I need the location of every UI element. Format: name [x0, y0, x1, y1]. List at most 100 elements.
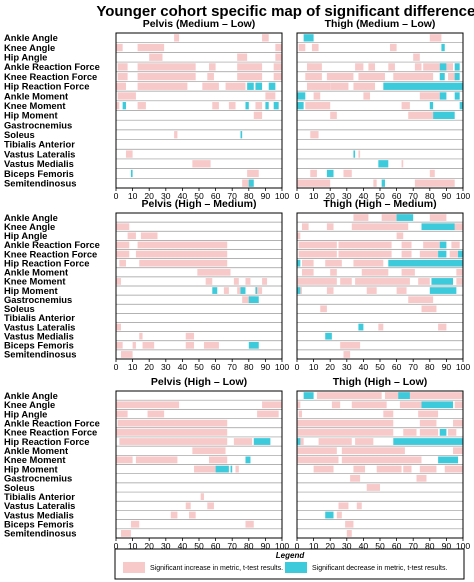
decrease-segment-hip-reaction-force [297, 259, 301, 267]
x-tick-label: 20 [325, 191, 335, 201]
increase-segment-ankle-reaction-force [237, 63, 263, 71]
increase-segment-hip-angle [147, 410, 165, 418]
x-tick-label: 0 [114, 191, 119, 201]
decrease-segment-hip-moment [297, 287, 301, 294]
increase-segment-ankle-moment [301, 268, 314, 276]
legend: Legend Significant increase in metric, t… [114, 548, 465, 580]
x-tick-label: 50 [194, 362, 204, 372]
increase-segment-knee-reaction-force [116, 250, 130, 258]
increase-segment-hip-angle [298, 410, 302, 418]
row-label-knee-angle: Knee Angle [4, 42, 55, 53]
increase-segment-ankle-reaction-force [338, 241, 392, 249]
increase-segment-ankle-reaction-force [137, 63, 196, 71]
increase-segment-biceps-femoris [429, 169, 435, 178]
increase-segment-gastrocnemius [350, 474, 361, 482]
x-tick-label: 50 [375, 541, 385, 551]
increase-segment-hip-angle [149, 53, 163, 61]
increase-segment-ankle-reaction-force [368, 63, 376, 71]
increase-segment-ankle-moment [401, 268, 415, 276]
increase-segment-knee-moment [456, 278, 463, 285]
increase-segment-ankle-moment [313, 92, 321, 100]
increase-segment-hip-reaction-force [139, 259, 228, 267]
increase-segment-knee-moment [137, 102, 146, 110]
decrease-segment-hip-moment [215, 465, 229, 473]
row-label-hip-angle: Hip Angle [4, 52, 47, 63]
increase-segment-hip-moment [330, 111, 337, 119]
panel-thigh-high-low: Thigh (High – Low) [296, 376, 464, 539]
x-axis-pelvis-high-medium: 0 10 20 30 40 50 60 70 80 90 100 [114, 359, 289, 372]
panel-title: Pelvis (High – Medium) [142, 198, 257, 210]
increase-segment-hip-reaction-force [137, 82, 188, 90]
increase-segment-hip-moment [235, 465, 239, 473]
increase-segment-hip-moment [313, 465, 334, 473]
increase-segment-knee-reaction-force [448, 72, 457, 81]
decrease-segment-hip-reaction-force [393, 438, 463, 445]
increase-segment-ankle-reaction-force [451, 241, 460, 249]
decrease-segment-hip-moment [240, 287, 246, 294]
decrease-segment-semitendinosus [381, 179, 385, 187]
increase-segment-vastus-lateralis [356, 502, 362, 510]
increase-segment-knee-angle [311, 43, 319, 52]
increase-segment-hip-moment [419, 465, 437, 473]
panel-pelvis-high-medium: Pelvis (High – Medium) [115, 198, 283, 360]
increase-segment-hip-moment [326, 287, 334, 294]
x-tick-label: 70 [408, 541, 418, 551]
panel-title: Pelvis (High – Low) [151, 376, 247, 388]
row-label-knee-reaction-force: Knee Reaction Force [4, 248, 97, 259]
increase-segment-knee-reaction-force [393, 72, 434, 81]
row-label-hip-reaction-force: Hip Reaction Force [4, 436, 89, 447]
x-tick-label: 30 [342, 541, 352, 551]
panel-thigh-high-medium: Thigh (High – Medium) [296, 198, 464, 360]
decrease-segment-vastus-lateralis [358, 323, 364, 331]
increase-segment-vastus-medialis [192, 160, 211, 168]
increase-segment-vastus-lateralis [338, 502, 349, 510]
row-label-soleus: Soleus [4, 303, 35, 314]
increase-segment-knee-reaction-force [449, 250, 459, 258]
decrease-segment-knee-moment [459, 102, 463, 110]
increase-segment-biceps-femoris [247, 169, 259, 178]
x-tick-label: 100 [456, 191, 471, 201]
increase-segment-biceps-femoris [203, 341, 219, 349]
row-label-ankle-angle: Ankle Angle [4, 32, 58, 43]
increase-segment-ankle-angle [353, 214, 369, 221]
x-tick-label: 90 [261, 362, 271, 372]
row-label-ankle-reaction-force: Ankle Reaction Force [4, 61, 100, 72]
x-tick-label: 90 [261, 541, 271, 551]
increase-segment-knee-moment [212, 102, 219, 110]
increase-segment-knee-reaction-force [116, 428, 228, 436]
increase-segment-hip-moment [353, 465, 366, 473]
increase-segment-hip-angle [383, 410, 394, 418]
increase-segment-knee-reaction-force [305, 72, 322, 81]
decrease-segment-soleus [240, 131, 243, 139]
increase-segment-ankle-reaction-force [453, 419, 463, 427]
decrease-segment-knee-moment [273, 102, 279, 110]
decrease-segment-hip-reaction-force [247, 82, 254, 90]
increase-segment-ankle-reaction-force [446, 63, 454, 71]
row-label-hip-moment: Hip Moment [4, 463, 58, 474]
increase-segment-hip-moment [255, 287, 263, 294]
increase-segment-knee-reaction-force [237, 72, 263, 81]
row-label-soleus: Soleus [4, 129, 35, 140]
increase-segment-hip-reaction-force [116, 82, 126, 90]
decrease-segment-knee-moment [431, 278, 454, 285]
increase-segment-knee-moment [341, 456, 422, 464]
x-tick-label: 50 [194, 191, 204, 201]
panel-title: Thigh (High – Low) [333, 376, 427, 388]
increase-segment-semitendinosus [120, 351, 133, 358]
row-label-semitendinosus: Semitendinosus [4, 177, 76, 188]
increase-segment-ankle-angle [381, 214, 410, 221]
panel-pelvis-medium-low: Pelvis (Medium – Low) [115, 18, 283, 189]
increase-segment-knee-angle [351, 401, 387, 409]
x-tick-label: 10 [309, 362, 319, 372]
increase-segment-knee-angle [454, 401, 463, 409]
row-label-tibialis-anterior: Tibialis Anterior [4, 312, 75, 323]
row-label-soleus: Soleus [4, 482, 35, 493]
increase-segment-ankle-moment [453, 447, 463, 455]
row-label-biceps-femoris: Biceps Femoris [4, 168, 74, 179]
decrease-segment-knee-moment [438, 456, 459, 464]
legend-decrease-swatch [285, 562, 307, 573]
x-tick-label: 30 [161, 541, 171, 551]
decrease-segment-ankle-reaction-force [439, 63, 447, 71]
